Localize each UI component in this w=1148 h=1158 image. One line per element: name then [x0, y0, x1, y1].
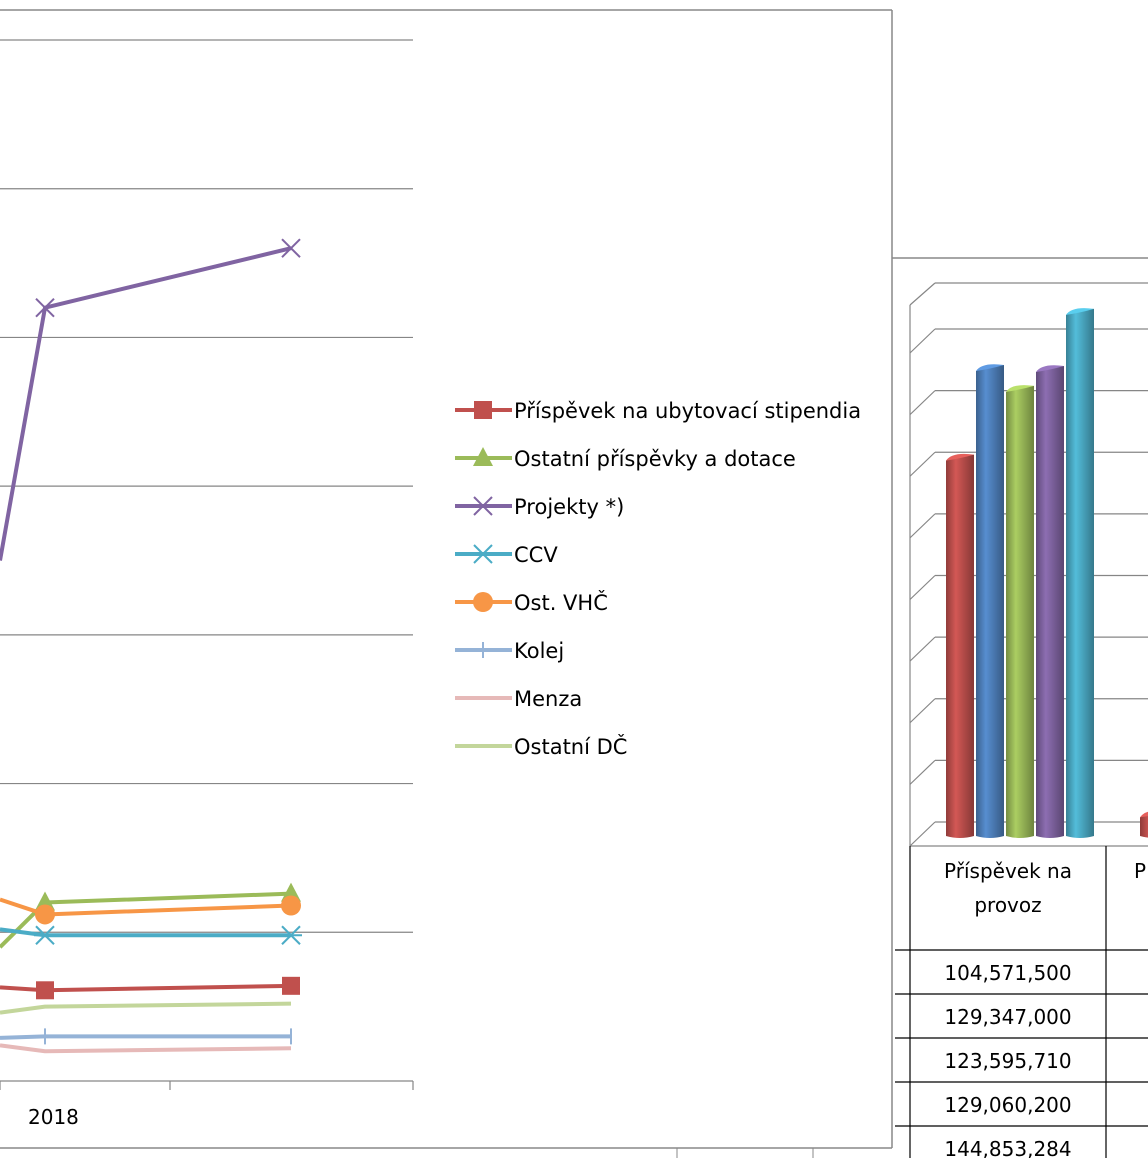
data-point	[35, 904, 55, 925]
series-p-sp-vek-na-ubytovac-stipendia	[0, 976, 300, 1000]
series-line	[0, 1001, 292, 1015]
table-header-category: provoz	[974, 893, 1041, 917]
depth-gridline	[909, 636, 936, 662]
bar	[1066, 308, 1094, 839]
legend-label: Menza	[514, 687, 582, 711]
data-point	[281, 895, 301, 916]
legend-label: Projekty *)	[514, 495, 624, 519]
data-point	[473, 447, 493, 466]
depth-gridline	[909, 390, 936, 416]
table-cell: 129,347,000	[944, 1005, 1071, 1029]
bar	[1036, 365, 1064, 838]
depth-gridline	[909, 513, 936, 539]
data-point	[473, 592, 493, 612]
legend-item: Ostatní příspěvky a dotace	[455, 447, 796, 471]
bar	[976, 364, 1004, 838]
left-wall-top	[909, 282, 936, 306]
x-tick-label: 2018	[28, 1105, 79, 1129]
legend-item: Příspěvek na ubytovací stipendia	[455, 399, 861, 423]
bar-chart-bars	[946, 308, 1148, 839]
bar-body	[976, 365, 1004, 838]
data-point	[35, 297, 55, 318]
line-chart-series	[0, 238, 302, 1054]
bar	[1006, 385, 1034, 838]
bar-cap	[1006, 385, 1034, 392]
legend: Příspěvek na ubytovací stipendia Ostatní …	[455, 399, 861, 759]
series-projekty-	[0, 238, 301, 561]
bar	[946, 453, 974, 838]
bar-cap	[976, 364, 1004, 372]
depth-gridline	[909, 698, 936, 724]
line-chart-gridlines	[0, 39, 413, 933]
table-cell: 129,060,200	[944, 1093, 1071, 1117]
legend-item: Projekty *)	[455, 495, 624, 519]
legend-label: Ost. VHČ	[514, 590, 608, 615]
bar-body	[1006, 385, 1034, 838]
series-line	[0, 1034, 291, 1040]
series-menza	[0, 1043, 292, 1054]
series-line	[0, 246, 292, 561]
bar-cap	[1140, 811, 1148, 818]
depth-gridline	[909, 821, 936, 847]
data-point	[282, 976, 300, 995]
table-cell: 144,853,284	[944, 1137, 1071, 1158]
legend-item: CCV	[455, 543, 558, 567]
series-ccv	[0, 925, 302, 945]
bar-cap	[1066, 308, 1094, 315]
bar-body	[1036, 366, 1064, 838]
legend-item: Ostatní DČ	[455, 734, 627, 759]
bar-body	[1140, 814, 1148, 838]
series-line	[0, 1043, 292, 1054]
legend-label: Ostatní DČ	[514, 734, 627, 759]
legend-item: Menza	[455, 687, 582, 711]
depth-gridline	[909, 328, 936, 354]
legend-label: Kolej	[514, 639, 564, 663]
legend-item: Kolej	[455, 639, 564, 663]
table-cell: 104,571,500	[944, 961, 1071, 985]
series-kolej	[0, 1028, 292, 1045]
bar-cap	[1036, 365, 1064, 373]
data-point	[36, 981, 54, 1000]
depth-gridline	[909, 759, 936, 785]
depth-gridline	[909, 451, 936, 477]
table-cell: 123,595,710	[944, 1049, 1071, 1073]
data-point	[474, 401, 492, 419]
bar-body	[946, 454, 974, 838]
depth-gridline	[909, 575, 936, 600]
legend-item: Ost. VHČ	[455, 590, 608, 615]
bar-chart-data-table: Příspěvek na provoz P 104,571,500 129,347,00…	[895, 846, 1148, 1158]
data-point	[281, 238, 301, 258]
legend-label: CCV	[514, 543, 558, 567]
legend-label: Ostatní příspěvky a dotace	[514, 447, 796, 471]
bar-body	[1066, 308, 1094, 839]
bar-cap	[946, 453, 974, 461]
data-point	[473, 496, 493, 516]
table-header-category: Příspěvek na	[944, 859, 1072, 883]
table-header-category: P	[1134, 859, 1146, 883]
series-ost-vh-	[0, 895, 301, 925]
bar	[1140, 811, 1148, 838]
series-ostatn-d-	[0, 1001, 292, 1015]
legend-label: Příspěvek na ubytovací stipendia	[514, 399, 861, 423]
line-chart-x-axis: 2018	[0, 1080, 414, 1129]
